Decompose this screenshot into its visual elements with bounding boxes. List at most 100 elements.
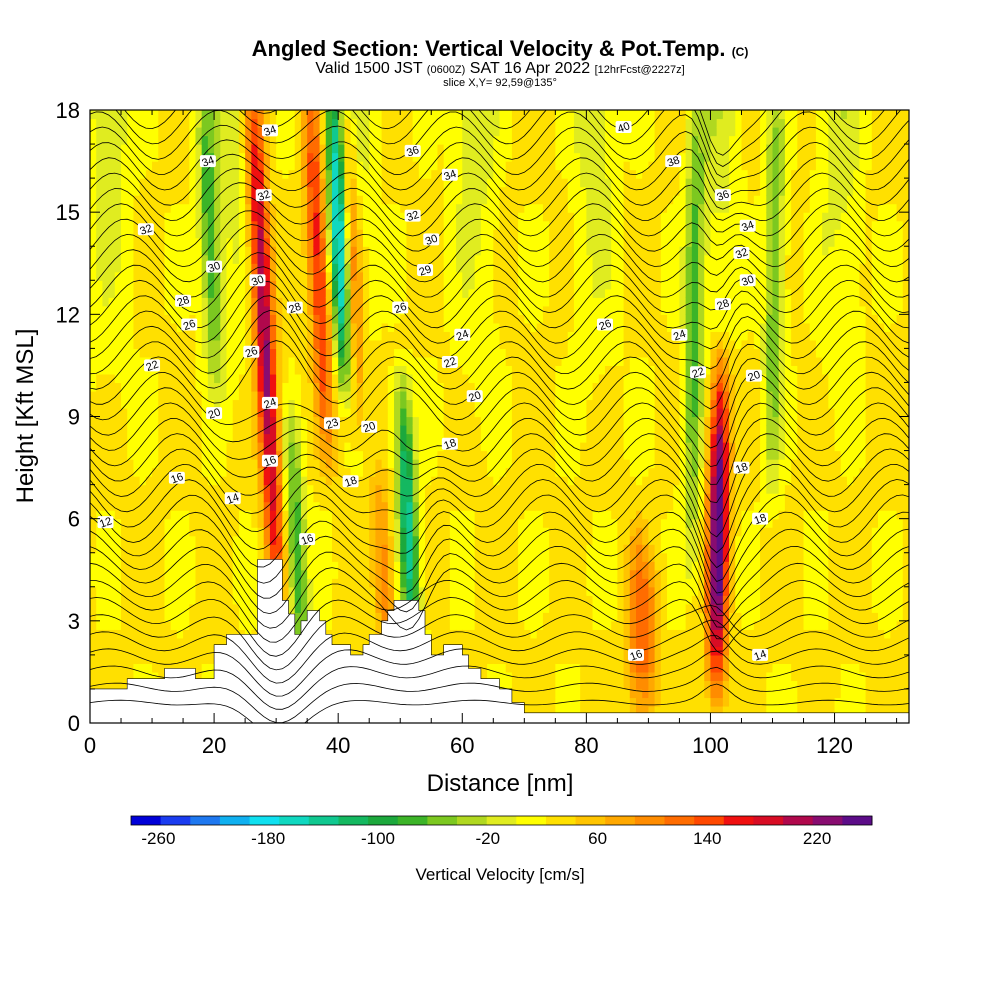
field-cell <box>158 425 166 435</box>
field-cell <box>449 569 457 579</box>
field-cell <box>245 476 252 486</box>
field-cell <box>480 527 488 537</box>
field-cell <box>251 314 259 324</box>
field-cell <box>139 161 147 171</box>
field-cell <box>394 152 401 162</box>
field-cell <box>387 407 395 418</box>
field-cell <box>288 348 296 358</box>
field-cell <box>90 390 97 401</box>
field-cell <box>493 552 501 562</box>
field-cell <box>331 169 339 179</box>
field-cell <box>189 348 197 358</box>
valid-time: Valid 1500 JST <box>315 60 423 77</box>
field-cell <box>269 467 277 477</box>
field-cell <box>207 450 215 460</box>
field-cell <box>307 459 314 469</box>
field-cell <box>511 382 519 392</box>
field-cell <box>412 186 420 196</box>
field-cell <box>145 348 153 358</box>
field-cell <box>431 612 439 622</box>
field-cell <box>183 527 190 537</box>
field-cell <box>145 390 153 401</box>
field-cell <box>331 161 339 171</box>
field-cell <box>170 271 178 281</box>
field-cell <box>127 646 135 656</box>
field-cell <box>499 629 507 639</box>
field-cell <box>96 195 104 205</box>
field-cell <box>108 425 116 435</box>
field-cell <box>344 586 352 596</box>
field-cell <box>313 305 321 315</box>
field-cell <box>462 595 470 605</box>
field-cell <box>356 612 364 622</box>
field-cell <box>350 544 358 554</box>
field-cell <box>350 595 358 605</box>
field-cell <box>257 305 265 315</box>
field-cell <box>456 195 463 205</box>
field-cell <box>338 237 345 247</box>
field-cell <box>300 501 308 511</box>
field-cell <box>375 118 383 128</box>
field-cell <box>331 442 339 452</box>
field-cell <box>431 339 439 349</box>
field-cell <box>449 382 457 392</box>
field-cell <box>114 373 122 384</box>
field-cell <box>127 186 135 196</box>
field-cell <box>487 288 494 298</box>
field-cell <box>350 501 358 511</box>
field-cell <box>412 484 420 494</box>
field-cell <box>381 322 389 332</box>
field-cell <box>319 263 327 273</box>
field-cell <box>238 229 246 239</box>
field-cell <box>511 442 519 452</box>
field-cell <box>394 365 401 375</box>
field-cell <box>474 152 482 162</box>
field-cell <box>487 578 494 588</box>
field-cell <box>394 535 401 545</box>
field-cell <box>356 229 364 239</box>
field-cell <box>387 467 395 477</box>
field-cell <box>412 254 420 264</box>
field-cell <box>257 254 265 264</box>
field-cell <box>425 118 432 128</box>
field-cell <box>300 382 308 392</box>
field-cell <box>288 288 296 298</box>
field-cell <box>102 382 110 392</box>
field-cell <box>145 135 153 145</box>
field-cell <box>220 450 228 460</box>
field-cell <box>257 399 265 409</box>
field-cell <box>319 399 327 409</box>
field-cell <box>164 544 172 554</box>
field-cell <box>251 246 259 256</box>
field-cell <box>282 322 290 332</box>
field-cell <box>338 169 345 179</box>
field-cell <box>152 467 159 477</box>
field-cell <box>294 390 302 401</box>
field-cell <box>133 527 141 537</box>
field-cell <box>431 212 439 222</box>
field-cell <box>487 110 494 120</box>
field-cell <box>499 203 507 213</box>
field-cell <box>431 629 439 639</box>
field-cell <box>338 305 345 315</box>
field-cell <box>505 144 513 154</box>
field-cell <box>207 578 215 588</box>
field-cell <box>480 237 488 247</box>
field-cell <box>251 476 259 486</box>
field-cell <box>176 373 184 384</box>
field-cell <box>425 305 432 315</box>
field-cell <box>418 246 426 256</box>
field-cell <box>412 127 420 137</box>
field-cell <box>145 476 153 486</box>
field-cell <box>269 552 277 562</box>
field-cell <box>226 544 234 554</box>
field-cell <box>511 365 519 375</box>
field-cell <box>456 399 463 409</box>
field-cell <box>456 263 463 273</box>
field-cell <box>232 220 240 230</box>
field-cell <box>176 595 184 605</box>
field-cell <box>90 178 97 188</box>
field-cell <box>226 229 234 239</box>
field-cell <box>313 467 321 477</box>
field-cell <box>462 110 470 120</box>
